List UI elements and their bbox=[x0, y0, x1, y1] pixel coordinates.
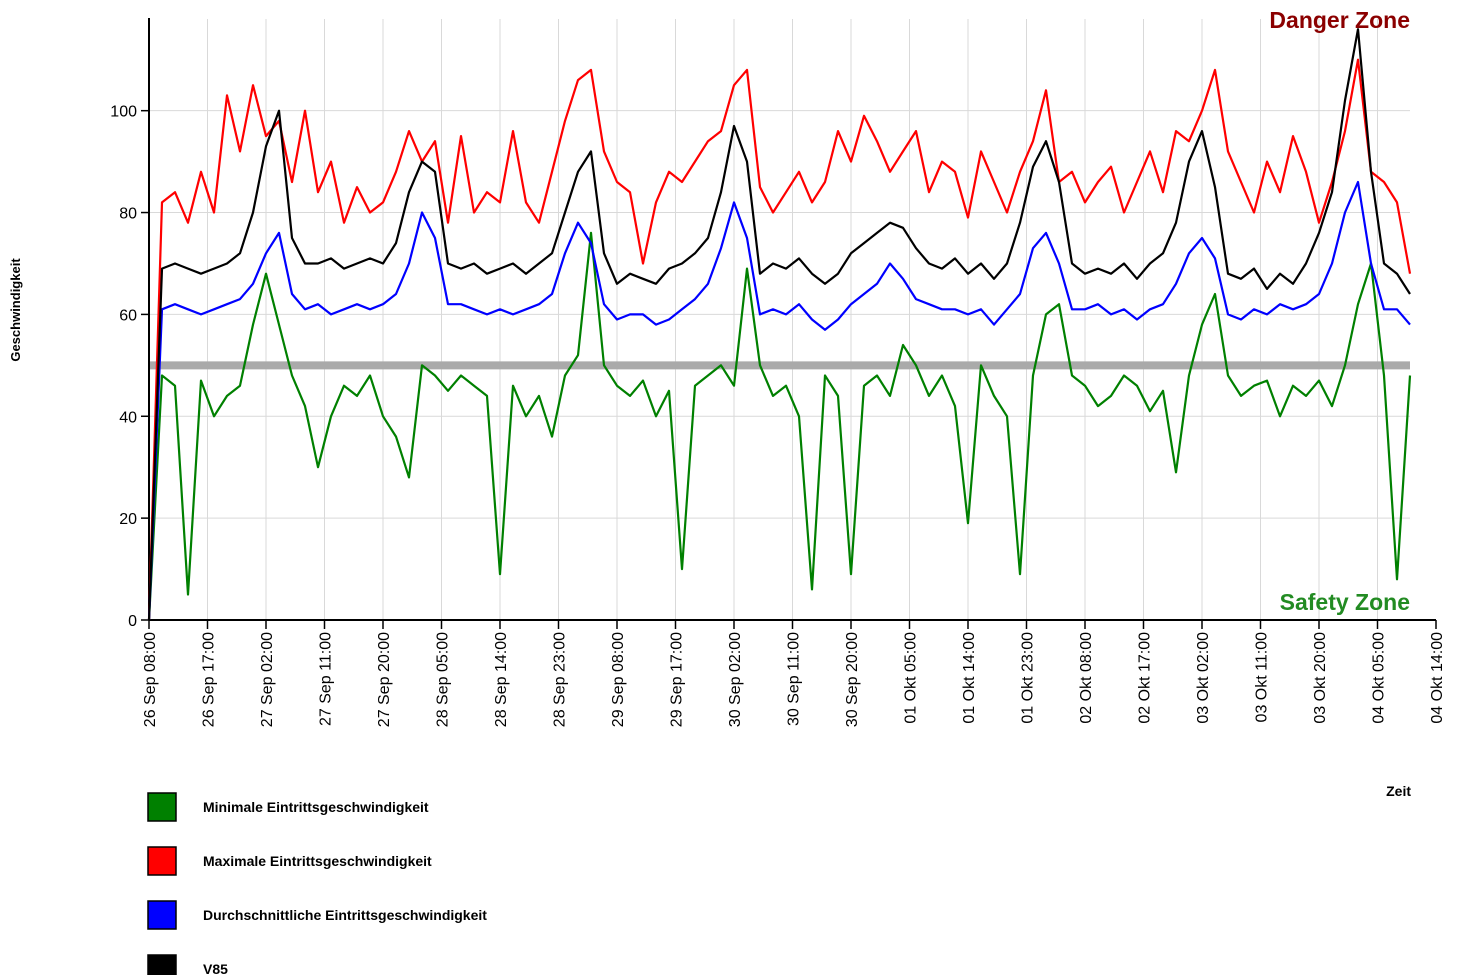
y-tick-label: 20 bbox=[119, 511, 137, 528]
y-tick-label: 100 bbox=[110, 104, 137, 121]
x-tick-label: 03 Okt 20:00 bbox=[1312, 632, 1329, 724]
x-tick-label: 04 Okt 05:00 bbox=[1371, 632, 1388, 724]
x-tick-label: 28 Sep 14:00 bbox=[493, 632, 510, 727]
x-tick-label: 30 Sep 20:00 bbox=[844, 632, 861, 727]
x-tick-label: 29 Sep 08:00 bbox=[610, 632, 627, 727]
annotation: Danger Zone bbox=[1269, 7, 1410, 33]
y-tick-label: 60 bbox=[119, 307, 137, 324]
x-tick-label: 01 Okt 23:00 bbox=[1020, 632, 1037, 724]
x-tick-label: 27 Sep 20:00 bbox=[376, 632, 393, 727]
x-axis-label: Zeit bbox=[1386, 783, 1411, 799]
y-tick-label: 80 bbox=[119, 206, 137, 223]
legend-swatch bbox=[147, 954, 177, 980]
series-line bbox=[147, 180, 1411, 621]
legend-swatch bbox=[147, 846, 177, 876]
y-tick-label: 40 bbox=[119, 409, 137, 426]
series-line bbox=[147, 58, 1412, 621]
x-tick-label: 04 Okt 14:00 bbox=[1429, 632, 1446, 724]
x-tick-label: 27 Sep 11:00 bbox=[318, 632, 335, 726]
x-tick-label: 01 Okt 14:00 bbox=[961, 632, 978, 724]
series-line bbox=[147, 231, 1412, 621]
legend-label: Maximale Eintrittsgeschwindigkeit bbox=[203, 853, 432, 869]
x-tick-label: 03 Okt 02:00 bbox=[1195, 632, 1212, 724]
x-tick-label: 26 Sep 08:00 bbox=[142, 632, 159, 727]
x-tick-label: 29 Sep 17:00 bbox=[669, 632, 686, 727]
legend-label: Durchschnittliche Eintrittsgeschwindigke… bbox=[203, 907, 487, 923]
x-tick-label: 03 Okt 11:00 bbox=[1254, 632, 1271, 723]
x-tick-label: 30 Sep 02:00 bbox=[727, 632, 744, 727]
legend-swatch bbox=[147, 900, 177, 930]
x-tick-label: 01 Okt 05:00 bbox=[903, 632, 920, 724]
series-line bbox=[147, 28, 1411, 621]
annotation: Safety Zone bbox=[1280, 589, 1410, 615]
x-tick-label: 30 Sep 11:00 bbox=[786, 632, 803, 726]
legend-label: Minimale Eintrittsgeschwindigkeit bbox=[203, 799, 429, 815]
y-tick-label: 0 bbox=[128, 613, 137, 630]
x-tick-label: 02 Okt 08:00 bbox=[1078, 632, 1095, 724]
legend-swatch bbox=[147, 792, 177, 822]
x-tick-label: 28 Sep 05:00 bbox=[435, 632, 452, 727]
legend-label: V85 bbox=[203, 961, 228, 975]
x-tick-label: 02 Okt 17:00 bbox=[1137, 632, 1154, 724]
x-tick-label: 26 Sep 17:00 bbox=[201, 632, 218, 727]
x-tick-label: 27 Sep 02:00 bbox=[259, 632, 276, 727]
x-tick-label: 28 Sep 23:00 bbox=[552, 632, 569, 727]
y-axis-label: Geschwindigkeit bbox=[8, 258, 23, 362]
